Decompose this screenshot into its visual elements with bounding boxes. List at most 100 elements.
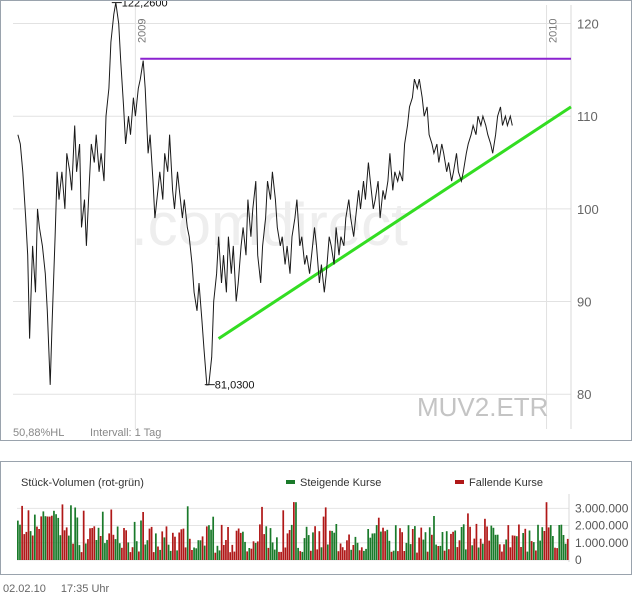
volume-bar <box>380 531 382 560</box>
volume-bar <box>133 521 136 560</box>
watermark: .comdirect <box>131 191 408 258</box>
volume-bar <box>163 537 166 560</box>
volume-bar <box>263 534 265 560</box>
volume-bar <box>350 549 353 560</box>
volume-bar <box>543 531 546 560</box>
footer: 02.02.10 17:35 Uhr <box>3 583 121 595</box>
volume-bar <box>171 532 174 560</box>
volume-bar <box>31 535 34 560</box>
volume-title: Stück-Volumen (rot-grün) <box>21 477 144 489</box>
volume-bar <box>131 547 134 560</box>
volume-bar <box>524 528 527 560</box>
price-chart-panel: 80 90 100 110 120 2009 2010 .comdirect 122,2600 8… <box>0 0 632 441</box>
volume-bar <box>532 542 535 560</box>
volume-bar <box>225 540 227 560</box>
volume-bar <box>144 544 147 560</box>
volume-bar <box>403 551 406 560</box>
volume-bar <box>392 550 395 560</box>
volume-bar <box>227 527 229 560</box>
volume-bar <box>210 529 212 560</box>
volume-bar <box>82 510 85 560</box>
volume-bar <box>23 534 26 560</box>
volume-bar <box>503 544 505 560</box>
volume-bar <box>414 526 416 560</box>
volume-bar <box>59 535 62 560</box>
volume-bar <box>205 526 208 560</box>
volume-bar <box>222 545 225 560</box>
volume-bar <box>265 526 268 560</box>
volume-bar <box>155 533 157 560</box>
volume-bar <box>106 539 108 560</box>
volume-bar <box>256 541 259 560</box>
volume-bar <box>386 529 389 560</box>
volume-bar <box>42 511 45 560</box>
volume-bar <box>450 533 452 560</box>
volume-bar <box>286 533 289 560</box>
volume-chart: Stück-Volumen (rot-grün) Steigende Kurse F… <box>17 477 629 567</box>
y-tick-label: 100 <box>577 202 599 217</box>
volume-bar <box>520 547 522 560</box>
volume-bar <box>89 528 91 560</box>
volume-bar <box>38 529 40 560</box>
volume-bar <box>67 535 70 560</box>
volume-bar <box>456 547 459 560</box>
volume-bar <box>541 527 544 560</box>
volume-bar <box>486 526 488 560</box>
volume-bar <box>138 551 140 560</box>
volume-bar <box>250 548 253 560</box>
volume-bar <box>237 528 240 560</box>
volume-bar <box>377 517 380 560</box>
volume-bar <box>460 527 463 560</box>
volume-bar <box>346 540 348 560</box>
volume-bar <box>390 551 393 560</box>
volume-bar <box>239 532 242 560</box>
volume-bar <box>191 550 193 560</box>
volume-bar <box>280 551 282 560</box>
volume-bar <box>114 539 117 560</box>
volume-bar <box>203 545 206 560</box>
volume-bar <box>84 543 87 560</box>
annotation-label: 122,2600 <box>122 1 168 10</box>
volume-bar <box>186 506 189 560</box>
volume-bar <box>288 530 291 560</box>
volume-bar <box>566 538 569 560</box>
volume-bar <box>91 528 94 560</box>
volume-bar <box>269 528 272 560</box>
volume-bar <box>479 538 482 560</box>
volume-bar <box>454 530 457 560</box>
volume-bar <box>354 536 357 560</box>
volume-bar <box>358 550 361 560</box>
volume-bar <box>431 534 433 560</box>
volume-bar <box>554 547 556 560</box>
volume-bar <box>371 533 374 560</box>
volume-bar <box>441 532 444 560</box>
legend-swatch <box>455 480 464 484</box>
volume-bar <box>271 542 274 560</box>
volume-bar <box>295 502 297 560</box>
hl-percent-label: 50,88%HL <box>13 427 64 439</box>
volume-bar <box>384 531 387 560</box>
volume-bar <box>80 552 83 560</box>
volume-bar <box>299 551 302 560</box>
volume-bar <box>129 552 132 560</box>
volume-bar <box>494 534 497 560</box>
volume-bar <box>435 544 437 560</box>
volume-bar <box>552 536 554 560</box>
volume-bar <box>558 525 561 560</box>
volume-bar <box>169 550 172 560</box>
volume-bar <box>297 547 299 560</box>
volume-bar <box>331 530 333 560</box>
volume-bar <box>87 539 89 560</box>
volume-bar <box>201 536 204 560</box>
volume-tick-label: 0 <box>575 553 582 567</box>
volume-bar <box>458 540 461 560</box>
volume-bar <box>123 528 125 560</box>
volume-bar <box>407 525 410 560</box>
volume-chart-panel: Stück-Volumen (rot-grün) Steigende Kurse F… <box>0 461 632 575</box>
volume-bar <box>399 528 401 560</box>
volume-bar <box>490 525 493 560</box>
volume-bar <box>252 541 255 560</box>
volume-bar <box>188 538 191 560</box>
volume-bar <box>443 550 446 560</box>
volume-bar <box>303 538 306 560</box>
